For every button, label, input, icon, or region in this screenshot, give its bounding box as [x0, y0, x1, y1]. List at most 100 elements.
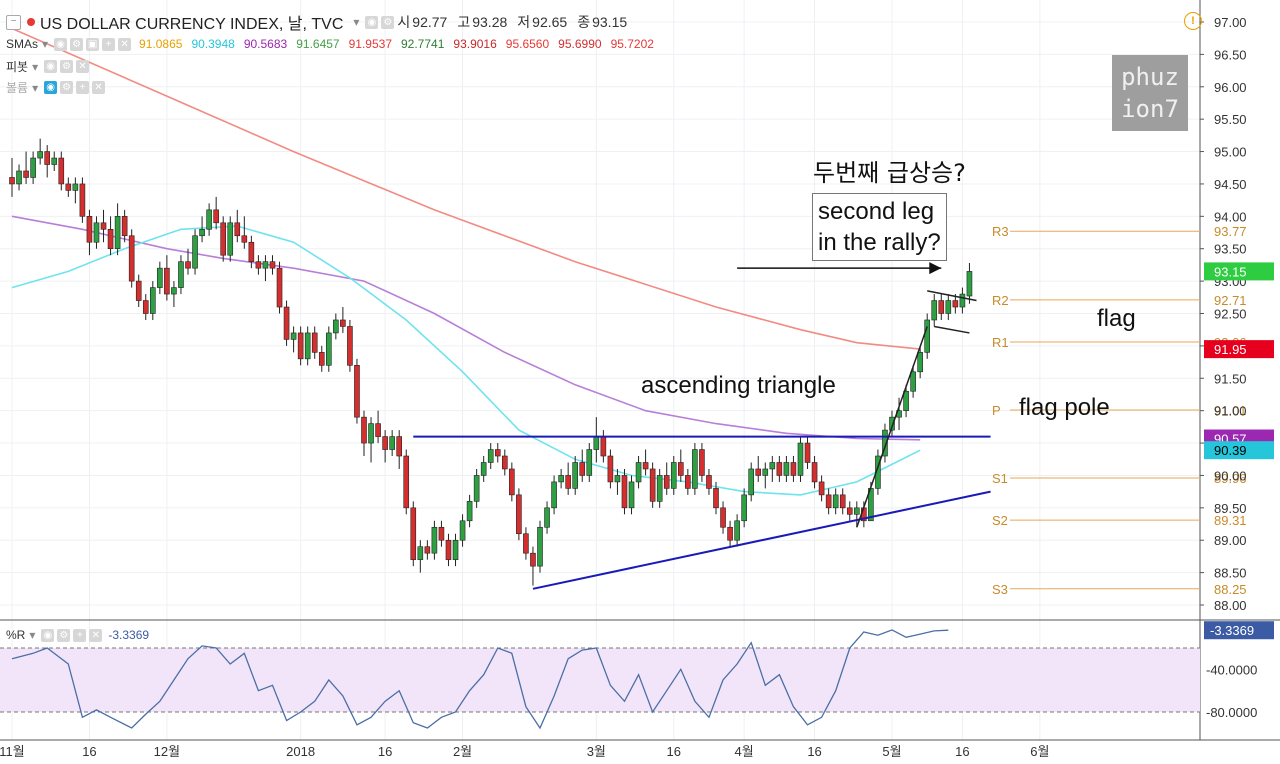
candle-body: [755, 468, 762, 476]
candle: [614, 468, 621, 495]
candle: [706, 468, 712, 495]
candle: [114, 203, 121, 256]
time-tick-label: 4월: [735, 744, 754, 759]
price-tick-label: 95.50: [1214, 112, 1247, 127]
wr-tick-label: -80.0000: [1206, 705, 1257, 720]
source-icon[interactable]: ▣: [86, 37, 100, 51]
dropdown-icon[interactable]: ▾: [32, 80, 39, 95]
add-icon[interactable]: +: [73, 628, 87, 642]
settings-icon[interactable]: ⚙: [60, 60, 74, 73]
close-icon[interactable]: ✕: [89, 628, 103, 642]
settings-icon[interactable]: ⚙: [57, 628, 71, 642]
price-tick-label: 89.00: [1214, 533, 1247, 548]
candle-body: [241, 235, 248, 243]
candle-body: [135, 280, 142, 301]
candle: [16, 164, 22, 191]
candle-body: [741, 494, 747, 522]
flag-lower[interactable]: [934, 325, 970, 334]
flag-pole-line[interactable]: [856, 326, 928, 528]
candle: [417, 540, 424, 573]
pivot-label-s1: S1: [992, 471, 1008, 486]
eye-icon[interactable]: ◉: [44, 60, 58, 73]
close-icon[interactable]: ✕: [76, 60, 90, 73]
collapse-icon[interactable]: −: [6, 14, 21, 30]
candle: [30, 151, 36, 184]
candle-body: [347, 326, 353, 366]
candle-body: [431, 526, 438, 554]
candle: [959, 287, 966, 314]
candle: [234, 209, 241, 243]
candle-body: [304, 332, 311, 360]
candle: [438, 520, 445, 547]
add-icon[interactable]: +: [102, 37, 116, 51]
time-tick-label: 6월: [1030, 744, 1049, 759]
triangle-support[interactable]: [532, 490, 991, 590]
candle-body: [769, 462, 776, 470]
dropdown-icon[interactable]: ▾: [32, 59, 39, 74]
pivot-value-s3: 88.25: [1214, 582, 1247, 597]
candle: [389, 430, 395, 457]
price-tag-value: 91.95: [1214, 342, 1247, 357]
time-tick-label: 16: [807, 744, 821, 759]
candle: [93, 216, 100, 249]
price-tag-bg: [1204, 340, 1274, 359]
candle-body: [23, 170, 29, 178]
add-icon[interactable]: +: [76, 81, 90, 94]
sma-values: 91.0865 90.3948 90.5683 91.6457 91.9537 92.77…: [139, 37, 663, 51]
second-leg-annotation[interactable]: second leg in the rally?: [812, 193, 947, 261]
candle-body: [86, 216, 93, 243]
close-icon[interactable]: ✕: [118, 37, 132, 51]
pivot-legend: 피봇 ▾ ◉ ⚙ ✕: [6, 58, 92, 75]
candle: [501, 449, 508, 476]
candle: [213, 196, 219, 230]
close-icon[interactable]: ✕: [92, 81, 106, 94]
dropdown-icon[interactable]: ▾: [42, 37, 49, 51]
flag-upper[interactable]: [927, 290, 977, 302]
candle-body: [959, 293, 966, 308]
settings-icon[interactable]: ⚙: [70, 37, 84, 51]
candle: [551, 475, 557, 515]
eye-icon[interactable]: ◉: [41, 628, 55, 642]
candle-body: [804, 442, 811, 463]
ascending-triangle-annotation[interactable]: ascending triangle: [641, 372, 836, 399]
candle: [635, 456, 642, 489]
candle: [128, 229, 135, 288]
candle: [480, 456, 487, 482]
candle: [846, 501, 853, 521]
candle-body: [663, 475, 670, 489]
candle-body: [523, 533, 529, 554]
eye-icon[interactable]: ◉: [365, 15, 379, 29]
candle: [494, 443, 501, 463]
candle: [65, 177, 72, 197]
alert-icon[interactable]: !: [1184, 12, 1202, 30]
eye-icon[interactable]: ◉: [44, 81, 58, 94]
candle-body: [593, 436, 600, 450]
candle-body: [340, 319, 346, 327]
candle-body: [382, 436, 388, 450]
candle-body: [438, 526, 445, 541]
candle-body: [811, 462, 818, 483]
settings-icon[interactable]: ⚙: [381, 15, 395, 29]
candle-body: [565, 475, 571, 489]
second-leg-line-2: in the rally?: [818, 229, 941, 256]
candle-body: [614, 475, 621, 483]
korean-question-annotation[interactable]: 두번째 급상승?: [813, 159, 966, 187]
candle: [938, 294, 945, 320]
eye-icon[interactable]: ◉: [54, 37, 68, 51]
candle: [586, 443, 593, 482]
flag-annotation[interactable]: flag: [1097, 305, 1136, 332]
candle: [382, 430, 388, 463]
flag-pole-annotation[interactable]: flag pole: [1019, 394, 1110, 421]
settings-icon[interactable]: ⚙: [60, 81, 74, 94]
candle: [86, 209, 93, 256]
candle-body: [910, 371, 916, 392]
dropdown-icon[interactable]: ▾: [353, 15, 360, 29]
price-tag-bg: [1204, 441, 1274, 460]
candle-body: [325, 332, 332, 366]
dropdown-icon[interactable]: ▾: [29, 628, 36, 642]
second-leg-line-1: second leg: [818, 198, 935, 225]
candle: [670, 456, 677, 495]
trend-lines[interactable]: [413, 262, 991, 590]
watermark-line-2: ion7: [1121, 95, 1179, 123]
